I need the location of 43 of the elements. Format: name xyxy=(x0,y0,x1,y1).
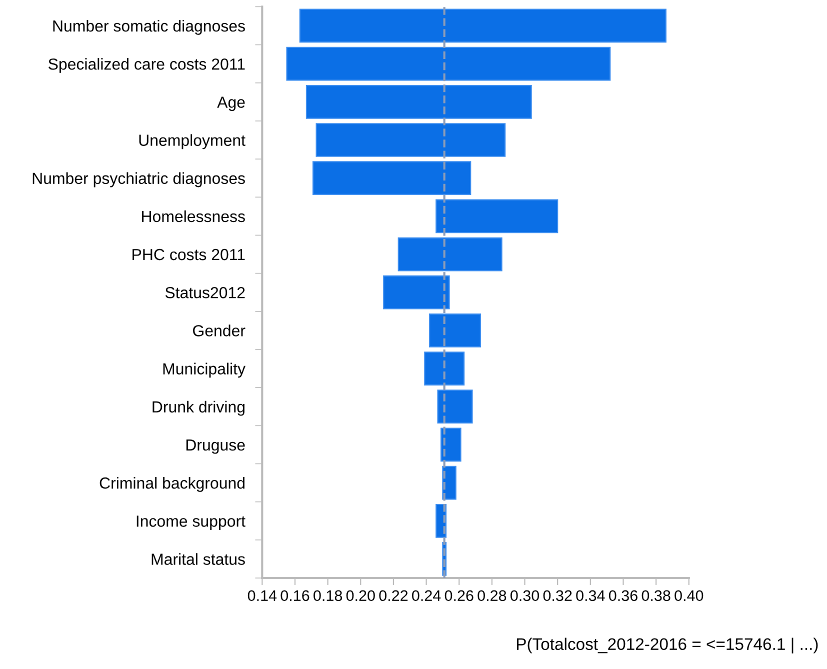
x-tick-label: 0.36 xyxy=(608,590,638,602)
x-tick-label: 0.38 xyxy=(642,590,670,602)
bar xyxy=(316,123,506,157)
y-tick-label: Homelessness xyxy=(142,210,245,222)
x-tick-label: 0.16 xyxy=(280,590,310,602)
x-tick-label: 0.26 xyxy=(444,590,474,602)
bar xyxy=(440,428,462,462)
y-tick-label: PHC costs 2011 xyxy=(132,248,245,260)
y-tick-label: Unemployment xyxy=(139,134,246,150)
y-tick-label: Number somatic diagnoses xyxy=(53,20,245,35)
y-tick-label: Municipality xyxy=(163,362,246,378)
y-tick-label: Marital status xyxy=(152,553,245,565)
bar xyxy=(286,46,611,81)
bar xyxy=(437,390,473,424)
y-tick-label: Criminal background xyxy=(100,477,244,492)
y-tick-label: Druguse xyxy=(186,440,245,454)
bar xyxy=(424,352,465,386)
x-tick-label: 0.14 xyxy=(248,590,277,602)
x-axis-title: P(Totalcost_2012-2016 = <=15746.1 | ...) xyxy=(516,638,818,654)
bar xyxy=(312,161,472,196)
x-tick-label: 0.20 xyxy=(346,590,375,602)
bar xyxy=(429,314,482,348)
x-tick-label: 0.32 xyxy=(543,590,572,602)
bar xyxy=(442,466,456,500)
bar xyxy=(398,237,502,272)
bar xyxy=(299,8,666,43)
y-tick-label: Specialized care costs 2011 xyxy=(48,58,245,73)
x-tick-label: 0.28 xyxy=(478,590,506,602)
bar xyxy=(436,199,558,234)
x-tick-label: 0.40 xyxy=(674,590,704,602)
x-tick-label: 0.24 xyxy=(412,590,441,602)
y-tick-label: Income support xyxy=(136,516,246,530)
y-tick-label: Number psychiatric diagnoses xyxy=(32,172,245,188)
bar xyxy=(383,275,450,310)
y-tick-label: Status2012 xyxy=(165,286,245,298)
y-tick-label: Age xyxy=(217,96,245,112)
y-tick-label: Drunk driving xyxy=(152,400,244,416)
x-tick-label: 0.30 xyxy=(510,590,540,602)
x-tick-label: 0.18 xyxy=(314,590,342,602)
x-tick-label: 0.22 xyxy=(379,590,408,602)
bar xyxy=(306,84,532,119)
x-tick-label: 0.34 xyxy=(576,590,605,602)
y-tick-label: Gender xyxy=(193,324,246,336)
